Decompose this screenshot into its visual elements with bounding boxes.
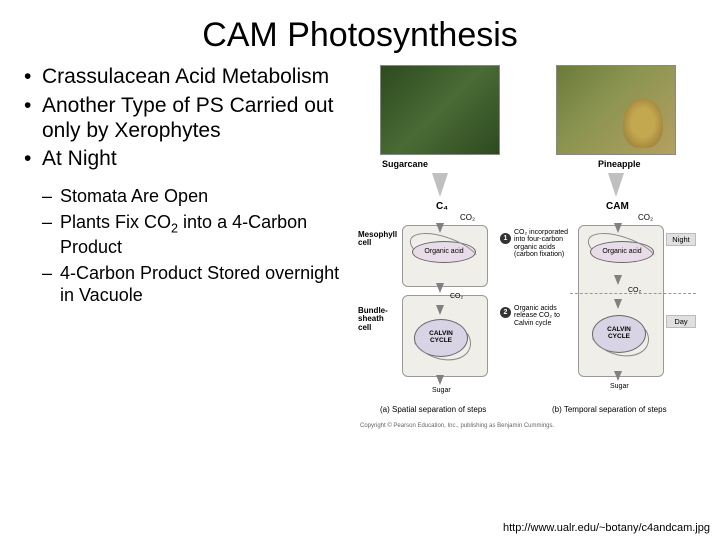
small-arrow-icon	[436, 283, 444, 293]
bullet-item: Crassulacean Acid Metabolism	[24, 65, 350, 90]
small-arrow-icon	[614, 299, 622, 309]
small-arrow-icon	[614, 223, 622, 233]
co2-label: CO₂	[450, 293, 463, 300]
step1-text: CO₂ incorporated into four-carbon organi…	[514, 229, 580, 258]
comparison-diagram: Sugarcane Pineapple C₄ CAM CO₂ CO₂ Mesop…	[360, 65, 696, 445]
bundle-sheath-label: Bundle- sheath cell	[358, 307, 388, 332]
left-column: Crassulacean Acid Metabolism Another Typ…	[24, 65, 360, 445]
day-label-box: Day	[666, 315, 696, 328]
co2-label: CO₂	[638, 213, 653, 222]
col-header-cam: CAM	[606, 201, 629, 212]
small-arrow-icon	[436, 223, 444, 233]
content-row: Crassulacean Acid Metabolism Another Typ…	[0, 65, 720, 445]
small-arrow-icon	[614, 275, 622, 285]
arrow-down-icon	[432, 173, 448, 197]
sugarcane-photo	[380, 65, 500, 155]
step2-text: Organic acids release CO₂ to Calvin cycl…	[514, 305, 574, 327]
copyright-text: Copyright © Pearson Education, Inc., pub…	[360, 423, 554, 429]
source-url: http://www.ualr.edu/~botany/c4andcam.jpg	[503, 522, 710, 534]
pineapple-photo	[556, 65, 676, 155]
step-number-1: 1	[500, 233, 511, 244]
right-column: Sugarcane Pineapple C₄ CAM CO₂ CO₂ Mesop…	[360, 65, 696, 445]
arrow-down-icon	[608, 173, 624, 197]
dashed-divider	[570, 293, 696, 294]
small-arrow-icon	[614, 371, 622, 381]
pineapple-fruit-icon	[623, 98, 663, 148]
sub-bullets: Stomata Are Open Plants Fix CO2 into a 4…	[24, 186, 350, 307]
sub-text: Plants Fix CO	[60, 212, 171, 232]
subscript: 2	[171, 222, 178, 236]
caption-a: (a) Spatial separation of steps	[380, 405, 486, 414]
sugar-label: Sugar	[610, 383, 629, 390]
photo-label-left: Sugarcane	[382, 159, 428, 169]
photo-label-right: Pineapple	[598, 159, 641, 169]
step-number-2: 2	[500, 307, 511, 318]
sugar-label: Sugar	[432, 387, 451, 394]
small-arrow-icon	[436, 375, 444, 385]
co2-label: CO₂	[460, 213, 475, 222]
page-title: CAM Photosynthesis	[0, 0, 720, 65]
caption-b: (b) Temporal separation of steps	[552, 405, 667, 414]
sub-bullet-item: Stomata Are Open	[24, 186, 350, 208]
bullet-item: At Night	[24, 147, 350, 172]
col-header-c4: C₄	[436, 201, 448, 212]
night-label-box: Night	[666, 233, 696, 246]
bullet-item: Another Type of PS Carried out only by X…	[24, 94, 350, 144]
sub-bullet-item: 4-Carbon Product Stored overnight in Vac…	[24, 263, 350, 307]
sub-bullet-item: Plants Fix CO2 into a 4-Carbon Product	[24, 212, 350, 259]
small-arrow-icon	[436, 305, 444, 315]
main-bullets: Crassulacean Acid Metabolism Another Typ…	[24, 65, 350, 172]
mesophyll-label: Mesophyll cell	[358, 231, 397, 248]
